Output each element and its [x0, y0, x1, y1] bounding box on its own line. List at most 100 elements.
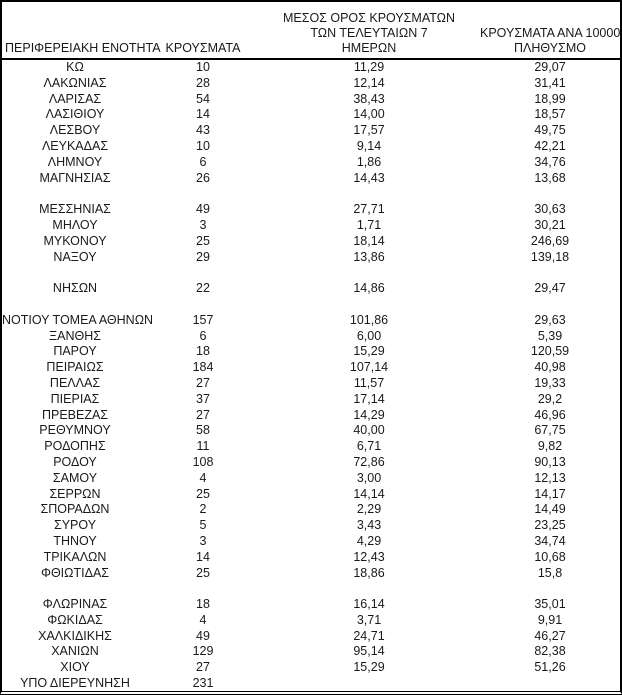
per100k-cell: 31,41: [534, 75, 566, 90]
table-row: ΣΕΡΡΩΝ 25 14,14 14,17: [2, 487, 620, 503]
per100k-cell: 139,18: [530, 249, 570, 264]
region-cell: ΦΛΩΡΙΝΑΣ: [42, 597, 108, 612]
cases-cell: 14: [196, 107, 210, 122]
per100k-header-line2: ΠΛΗΘΥΣΜΟ: [514, 41, 586, 55]
per100k-cell: 29,47: [534, 281, 566, 296]
header-row: ΠΕΡΙΦΕΡΕΙΑΚΗ ΕΝΟΤΗΤΑ ΚΡΟΥΣΜΑΤΑ ΜΕΣΟΣ ΟΡΟ…: [2, 2, 620, 60]
avg7-cell: 18,14: [353, 233, 385, 248]
cases-cell: 18: [196, 597, 210, 612]
region-cell: ΠΙΕΡΙΑΣ: [50, 391, 100, 406]
table-row: ΦΩΚΙΔΑΣ 4 3,71 9,91: [2, 613, 620, 629]
region-cell: ΧΑΛΚΙΔΙΚΗΣ: [38, 628, 112, 643]
spacer-cell: [2, 581, 620, 597]
table-row: ΞΑΝΘΗΣ 6 6,00 5,39: [2, 329, 620, 345]
avg7-cell: 3,43: [356, 518, 382, 533]
avg7-cell: 9,14: [356, 138, 382, 153]
table-row: ΝΗΣΩΝ 22 14,86 29,47: [2, 281, 620, 297]
per100k-cell: 29,2: [537, 391, 563, 406]
region-cell: ΝΟΤΙΟΥ ΤΟΜΕΑ ΑΘΗΝΩΝ: [2, 312, 154, 327]
table-row: ΤΗΝΟΥ 3 4,29 34,74: [2, 534, 620, 550]
region-cell: ΠΕΛΛΑΣ: [49, 375, 101, 390]
cases-cell: 27: [196, 660, 210, 675]
cases-cell: 5: [199, 518, 207, 533]
cases-cell: 37: [196, 391, 210, 406]
avg7-cell: 4,29: [356, 533, 382, 548]
region-cell: ΛΑΡΙΣΑΣ: [48, 91, 102, 106]
region-cell: ΜΑΓΝΗΣΙΑΣ: [39, 170, 111, 185]
avg7-cell: 12,14: [353, 75, 385, 90]
spacer-row: [2, 581, 620, 597]
region-cell: ΤΡΙΚΑΛΩΝ: [43, 549, 107, 564]
avg7-header-line1: ΜΕΣΟΣ ΟΡΟΣ ΚΡΟΥΣΜΑΤΩΝ: [282, 11, 456, 25]
cases-column-header: ΚΡΟΥΣΜΑΤΑ: [148, 2, 258, 60]
table-row: ΦΘΙΩΤΙΔΑΣ 25 18,86 15,8: [2, 566, 620, 582]
region-cell: ΠΑΡΟΥ: [53, 344, 97, 359]
cases-cell: 54: [196, 91, 210, 106]
region-cell: ΛΑΚΩΝΙΑΣ: [43, 75, 107, 90]
table-row: ΡΕΘΥΜΝΟΥ 58 40,00 67,75: [2, 423, 620, 439]
spacer-cell: [2, 265, 620, 281]
avg7-cell: 1,71: [356, 217, 382, 232]
cases-cell: 25: [196, 233, 210, 248]
spacer-row: [2, 297, 620, 313]
per100k-cell: 29,07: [534, 60, 566, 74]
avg7-cell: 12,43: [353, 549, 385, 564]
avg7-header-line3: ΗΜΕΡΩΝ: [341, 41, 397, 55]
avg7-cell: 16,14: [353, 597, 385, 612]
table-row: ΣΠΟΡΑΔΩΝ 2 2,29 14,49: [2, 502, 620, 518]
per100k-cell: 9,82: [537, 439, 563, 454]
cases-cell: 49: [196, 202, 210, 217]
cases-cell: 6: [199, 154, 207, 169]
avg7-cell: 17,14: [353, 391, 385, 406]
region-cell: ΤΗΝΟΥ: [53, 533, 97, 548]
table-row: ΧΑΝΙΩΝ 129 95,14 82,38: [2, 644, 620, 660]
avg7-cell: 11,57: [353, 375, 385, 390]
spacer-row: [2, 265, 620, 281]
avg7-cell: 3,00: [356, 470, 382, 485]
table-row: ΝΑΞΟΥ 29 13,86 139,18: [2, 250, 620, 266]
region-cell: ΡΟΔΟΥ: [53, 454, 97, 469]
cases-cell: 11: [196, 439, 210, 454]
region-cell: ΡΕΘΥΜΝΟΥ: [39, 423, 111, 438]
region-cell: ΜΗΛΟΥ: [52, 217, 98, 232]
table-row: ΜΥΚΟΝΟΥ 25 18,14 246,69: [2, 234, 620, 250]
avg7-header-line2: ΤΩΝ ΤΕΛΕΥΤΑΙΩΝ 7: [310, 26, 428, 40]
per100k-cell: 23,25: [534, 518, 566, 533]
table-row: ΛΑΡΙΣΑΣ 54 38,43 18,99: [2, 92, 620, 108]
spacer-row: [2, 186, 620, 202]
per100k-cell: 18,57: [534, 107, 566, 122]
cases-cell: 22: [196, 281, 210, 296]
table-row: ΛΗΜΝΟΥ 6 1,86 34,76: [2, 155, 620, 171]
table-row: ΣΑΜΟΥ 4 3,00 12,13: [2, 471, 620, 487]
avg7-cell: 27,71: [353, 202, 385, 217]
per100k-cell: 40,98: [534, 360, 566, 375]
per100k-cell: 35,01: [534, 597, 566, 612]
per100k-cell: 12,13: [534, 470, 566, 485]
per100k-cell: 49,75: [534, 123, 566, 138]
region-cell: ΠΕΙΡΑΙΩΣ: [46, 360, 104, 375]
cases-cell: 14: [196, 549, 210, 564]
per100k-cell: 67,75: [534, 423, 566, 438]
avg7-cell: 15,29: [353, 660, 385, 675]
cases-cell: 18: [196, 344, 210, 359]
table-row: ΡΟΔΟΠΗΣ 11 6,71 9,82: [2, 439, 620, 455]
table-row: ΡΟΔΟΥ 108 72,86 90,13: [2, 455, 620, 471]
region-cell: ΡΟΔΟΠΗΣ: [44, 439, 106, 454]
cases-column-header-label: ΚΡΟΥΣΜΑΤΑ: [165, 41, 241, 55]
region-cell: ΦΘΙΩΤΙΔΑΣ: [40, 565, 110, 580]
avg7-cell: 38,43: [353, 91, 385, 106]
avg7-cell: 24,71: [353, 628, 385, 643]
cases-cell: 43: [196, 123, 210, 138]
per100k-cell: 46,96: [534, 407, 566, 422]
region-cell: ΣΠΟΡΑΔΩΝ: [40, 502, 110, 517]
per100k-cell: 30,21: [534, 217, 566, 232]
cases-cell: 6: [199, 328, 207, 343]
table-row: ΛΕΣΒΟΥ 43 17,57 49,75: [2, 123, 620, 139]
per100k-cell: 42,21: [534, 138, 566, 153]
avg7-cell: 14,43: [353, 170, 385, 185]
table-row: ΠΕΙΡΑΙΩΣ 184 107,14 40,98: [2, 360, 620, 376]
cases-cell: 129: [192, 644, 214, 659]
per100k-cell: 51,26: [534, 660, 566, 675]
per100k-cell: 15,8: [537, 565, 563, 580]
avg7-cell: 95,14: [353, 644, 385, 659]
